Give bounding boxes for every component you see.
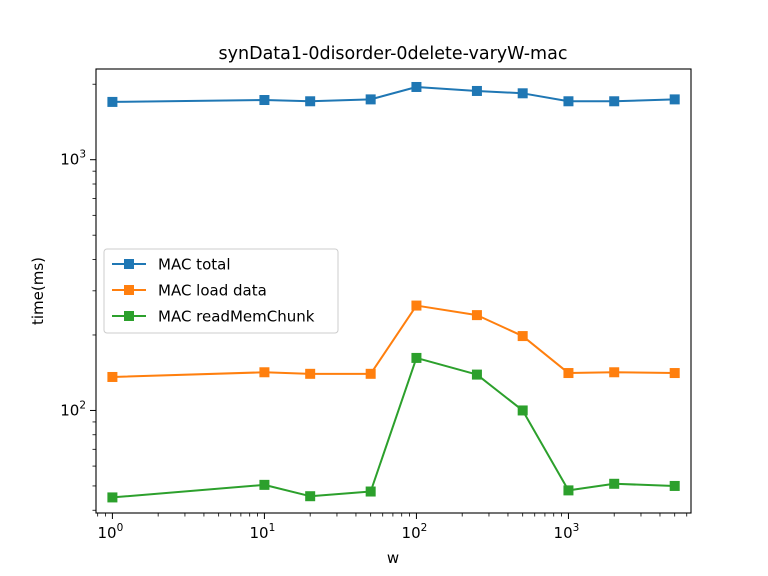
x-axis-label: w [387, 549, 399, 567]
data-point [411, 81, 422, 92]
data-point [563, 368, 574, 379]
legend-marker [124, 285, 134, 295]
legend-label: MAC load data [158, 282, 267, 300]
legend-label: MAC readMemChunk [158, 308, 315, 326]
data-point [305, 96, 316, 107]
y-axis: 102 103 [60, 83, 96, 511]
data-point [365, 486, 376, 497]
data-point [471, 369, 482, 380]
legend-marker [124, 311, 134, 321]
data-point [669, 368, 680, 379]
legend-marker [124, 259, 134, 269]
data-point [609, 367, 620, 378]
x-tick-label: 100 [98, 522, 124, 542]
data-point [471, 85, 482, 96]
data-point [609, 478, 620, 489]
data-point [259, 367, 270, 378]
legend-box [103, 248, 339, 334]
series-line-1 [112, 85, 675, 103]
plot-area [107, 81, 680, 503]
x-axis: 100 101 102 103 [97, 513, 688, 542]
legend-label: MAC total [158, 256, 230, 274]
data-point [259, 95, 270, 106]
data-point [411, 300, 422, 311]
chart-title: synData1-0disorder-0delete-varyW-mac [219, 44, 568, 64]
data-point [517, 88, 528, 99]
series-line-2 [112, 304, 675, 378]
data-point [107, 96, 118, 107]
data-point [259, 479, 270, 490]
data-point [563, 96, 574, 107]
y-axis-label: time(ms) [29, 257, 47, 325]
data-point [365, 94, 376, 105]
x-tick-label: 103 [554, 522, 580, 542]
data-point [563, 485, 574, 496]
series-line-3 [112, 356, 675, 499]
x-tick-label: 102 [402, 522, 428, 542]
data-point [517, 331, 528, 342]
data-point [305, 491, 316, 502]
data-point [609, 96, 620, 107]
data-point [517, 405, 528, 416]
data-point [107, 371, 118, 382]
data-point [107, 492, 118, 503]
data-point [669, 480, 680, 491]
data-point [471, 310, 482, 321]
legend: MAC total MAC load data MAC readMemChunk [103, 248, 339, 334]
data-point [669, 94, 680, 105]
y-tick-label: 103 [60, 149, 86, 169]
data-point [365, 368, 376, 379]
x-tick-label: 101 [250, 522, 276, 542]
data-point [305, 368, 316, 379]
data-point [411, 352, 422, 363]
y-tick-label: 102 [60, 399, 86, 419]
